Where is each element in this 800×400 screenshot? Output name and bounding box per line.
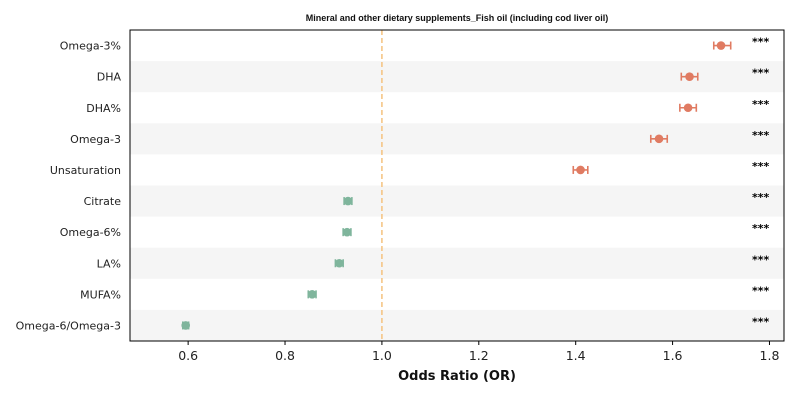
or-point	[181, 321, 191, 330]
or-point	[342, 227, 352, 237]
y-tick-label: Omega-6%	[60, 226, 121, 239]
row-band	[130, 61, 784, 93]
or-point	[307, 290, 317, 299]
significance-label: ***	[752, 253, 770, 266]
x-tick-label: 1.6	[663, 348, 683, 363]
y-tick-label: DHA	[97, 71, 122, 84]
x-tick-label: 1.0	[372, 348, 392, 363]
significance-label: ***	[752, 315, 770, 328]
x-axis-label: Odds Ratio (OR)	[398, 369, 516, 384]
x-tick-label: 1.8	[760, 348, 780, 363]
or-point	[716, 41, 726, 50]
x-axis-ticks: 0.6 0.8 1.0 1.2 1.4 1.6 1.8	[178, 341, 779, 363]
x-tick-label: 1.4	[566, 348, 586, 363]
y-tick-label: Omega-6/Omega-3	[16, 319, 121, 332]
significance-label: ***	[752, 67, 770, 80]
row-band	[130, 309, 784, 341]
row-bands	[130, 61, 784, 341]
significance-label: ***	[752, 284, 770, 297]
y-tick-label: Citrate	[84, 195, 122, 208]
y-tick-label: MUFA%	[80, 288, 121, 301]
or-point	[654, 134, 664, 144]
x-tick-label: 0.8	[275, 348, 295, 363]
or-point	[685, 72, 694, 81]
or-point	[343, 196, 353, 206]
or-point	[683, 103, 693, 113]
data-marks	[181, 41, 732, 330]
row-band	[130, 185, 784, 217]
y-axis-labels: Omega-3% DHA DHA% Omega-3 Unsaturation Citrat…	[16, 40, 122, 333]
significance-label: ***	[752, 98, 770, 111]
row-band	[130, 123, 784, 155]
y-tick-label: DHA%	[86, 102, 121, 115]
row-band	[130, 247, 784, 279]
y-tick-label: Unsaturation	[50, 164, 121, 177]
significance-label: ***	[752, 191, 770, 204]
significance-label: ***	[752, 129, 770, 142]
x-tick-label: 0.6	[178, 348, 198, 363]
or-point	[334, 258, 344, 268]
or-point	[576, 165, 585, 175]
significance-labels: *** *** *** *** *** *** *** *** *** ***	[752, 36, 770, 329]
chart-title: Mineral and other dietary supplements_Fi…	[306, 13, 609, 23]
y-tick-label: Omega-3	[70, 133, 121, 146]
significance-label: ***	[752, 36, 770, 49]
plot-frame	[129, 29, 785, 342]
y-tick-label: LA%	[97, 257, 121, 270]
x-tick-label: 1.2	[469, 348, 489, 363]
significance-label: ***	[752, 160, 770, 173]
y-tick-label: Omega-3%	[60, 40, 121, 53]
significance-label: ***	[752, 222, 770, 235]
